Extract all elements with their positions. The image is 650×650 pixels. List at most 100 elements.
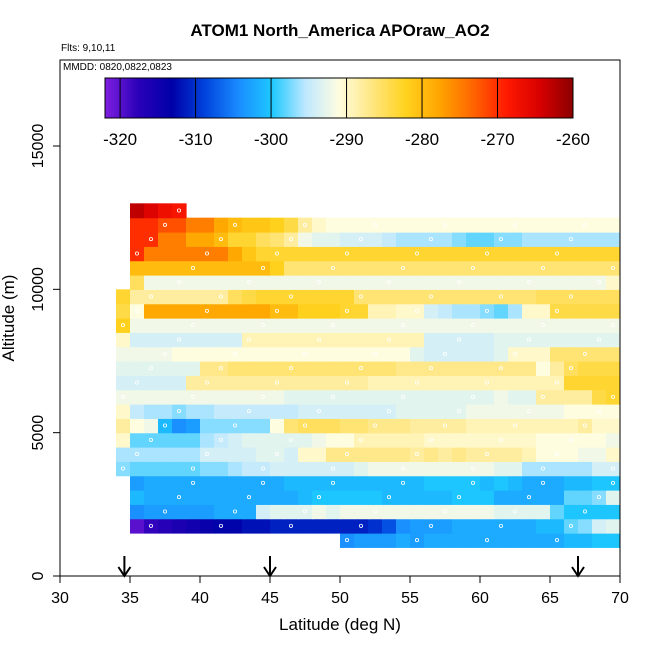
heatmap-cell <box>256 432 271 448</box>
heatmap-cell <box>396 518 411 534</box>
heatmap-cell <box>466 533 481 548</box>
sample-point <box>274 452 279 457</box>
heatmap-cell <box>424 447 439 462</box>
heatmap-cell <box>144 432 159 448</box>
heatmap-cell <box>634 304 649 319</box>
heatmap-cell <box>494 447 509 462</box>
heatmap-cell <box>424 404 439 419</box>
heatmap-cell <box>116 303 131 319</box>
heatmap-cell <box>144 346 159 362</box>
heatmap-cell <box>172 490 187 505</box>
heatmap-cell <box>186 260 201 276</box>
sample-point <box>330 265 335 270</box>
heatmap-cell <box>214 246 229 262</box>
heatmap-cell <box>284 260 299 276</box>
heatmap-cell <box>564 475 579 491</box>
heatmap-cell <box>228 246 243 262</box>
heatmap-cell <box>550 533 565 548</box>
heatmap-cell <box>578 432 593 448</box>
heatmap-cell <box>284 318 299 333</box>
x-tick-label: 30 <box>51 590 69 607</box>
heatmap-cell <box>438 232 453 247</box>
heatmap-cell <box>438 518 453 534</box>
heatmap-cell <box>214 232 229 247</box>
sample-point <box>442 509 447 514</box>
heatmap-cell <box>606 361 620 376</box>
heatmap-cell <box>634 246 649 261</box>
heatmap-cell <box>256 318 271 333</box>
heatmap-cell <box>466 289 481 305</box>
heatmap-cell <box>200 504 215 520</box>
heatmap-cell <box>466 346 481 362</box>
heatmap-cell <box>508 217 523 233</box>
heatmap-cell <box>620 218 635 233</box>
sample-point <box>484 380 489 385</box>
heatmap-cell <box>620 447 635 462</box>
sample-point <box>316 337 321 342</box>
sample-point <box>246 280 251 285</box>
heatmap-cell <box>564 318 579 333</box>
heatmap-cell <box>452 303 467 319</box>
sample-point <box>176 280 181 285</box>
sample-point <box>218 294 223 299</box>
heatmap-cell <box>354 232 369 247</box>
sample-point <box>428 523 433 528</box>
heatmap-cell <box>536 232 551 247</box>
heatmap-cell <box>284 361 299 376</box>
heatmap-cell <box>326 318 341 333</box>
heatmap-cell <box>564 275 579 290</box>
heatmap-cell <box>396 232 411 247</box>
heatmap-cell <box>242 232 257 247</box>
heatmap-cell <box>340 275 355 290</box>
heatmap-cell <box>508 490 523 505</box>
heatmap-cell <box>200 289 215 305</box>
heatmap-cell <box>592 275 607 290</box>
colorbar-tick-label: -300 <box>254 130 288 149</box>
heatmap-cell <box>298 346 313 362</box>
heatmap-cell <box>242 418 257 434</box>
heatmap-cell <box>130 246 145 262</box>
heatmap-cell <box>382 375 397 391</box>
heatmap-cell <box>466 332 481 348</box>
heatmap-cell <box>214 518 229 534</box>
heatmap-cell <box>592 389 607 405</box>
heatmap-cell <box>480 418 495 434</box>
heatmap-cell <box>144 418 159 434</box>
heatmap-cell <box>312 346 327 362</box>
heatmap-cell <box>620 418 635 433</box>
sample-point <box>442 423 447 428</box>
heatmap-cell <box>438 260 453 276</box>
heatmap-cell <box>564 332 579 348</box>
profile-arrow-icon <box>571 556 585 578</box>
heatmap-cell <box>228 332 243 348</box>
heatmap-cell <box>438 303 453 319</box>
heatmap-cell <box>158 432 173 448</box>
heatmap-cell <box>200 490 215 505</box>
heatmap-cell <box>158 361 173 376</box>
heatmap-cell <box>312 375 327 391</box>
heatmap-cell <box>606 418 620 434</box>
heatmap-cell <box>410 518 425 534</box>
heatmap-cell <box>172 504 187 520</box>
heatmap-cell <box>186 389 201 405</box>
sample-point <box>611 394 616 399</box>
heatmap-cell <box>410 289 425 305</box>
sample-point <box>190 466 195 471</box>
heatmap-cell <box>284 275 299 290</box>
heatmap-cell <box>634 375 649 390</box>
heatmap-cell <box>284 475 299 491</box>
sample-point <box>386 280 391 285</box>
heatmap-cell <box>592 303 607 319</box>
heatmap-cell <box>396 461 411 477</box>
heatmap-cell <box>592 533 607 548</box>
heatmap-cell <box>284 303 299 319</box>
heatmap-cell <box>578 475 593 491</box>
heatmap-cell <box>564 504 579 520</box>
heatmap-cell <box>368 389 383 405</box>
heatmap-cell <box>466 303 481 319</box>
heatmap-cell <box>382 490 397 505</box>
heatmap-cell <box>536 275 551 290</box>
heatmap-cell <box>284 217 299 233</box>
heatmap-cell <box>158 461 173 477</box>
heatmap-cell <box>270 303 285 319</box>
